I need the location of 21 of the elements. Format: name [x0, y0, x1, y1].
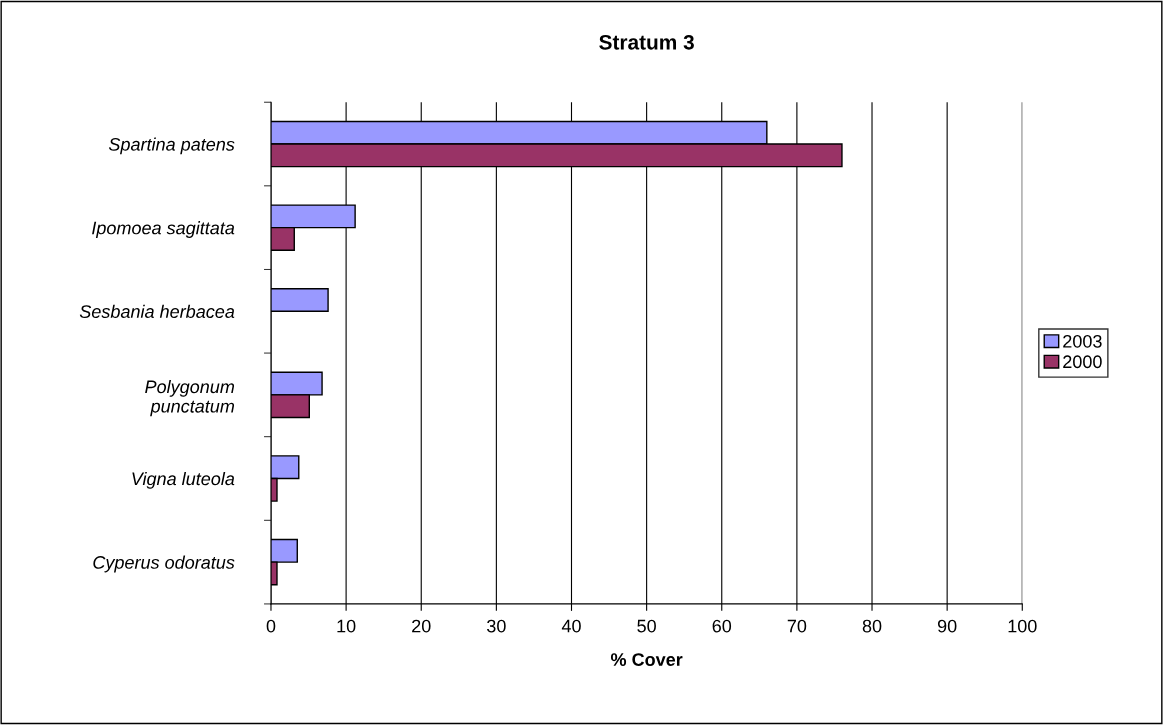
- y-tick-label: Spartina patens: [108, 137, 235, 155]
- x-tick-label: 40: [561, 619, 581, 633]
- x-tick-label: 80: [862, 619, 882, 633]
- x-tick-label: 50: [637, 619, 656, 633]
- legend-label: 2003: [1063, 334, 1102, 348]
- y-tick-label: Sesbania herbacea: [79, 304, 235, 318]
- x-tick-label: 10: [337, 619, 356, 633]
- x-tick-label: 30: [487, 619, 506, 633]
- x-tick-label: 20: [412, 619, 431, 633]
- x-tick-label: 0: [266, 619, 276, 633]
- legend-label: 2000: [1063, 355, 1102, 369]
- x-axis-title: % Cover: [610, 653, 683, 666]
- x-tick-label: 70: [787, 619, 807, 633]
- x-tick-label: 100: [1008, 619, 1037, 633]
- x-tick-label: 60: [712, 619, 732, 633]
- x-tick-label: 90: [937, 619, 957, 633]
- y-tick-label: Vigna luteola: [132, 471, 235, 489]
- y-tick-label: Cyperus odoratus: [93, 555, 235, 573]
- y-tick-label: Ipomoea sagittata: [92, 221, 235, 238]
- chart-title: Stratum 3: [599, 34, 694, 50]
- y-tick-label: Polygonum punctatum: [145, 379, 235, 417]
